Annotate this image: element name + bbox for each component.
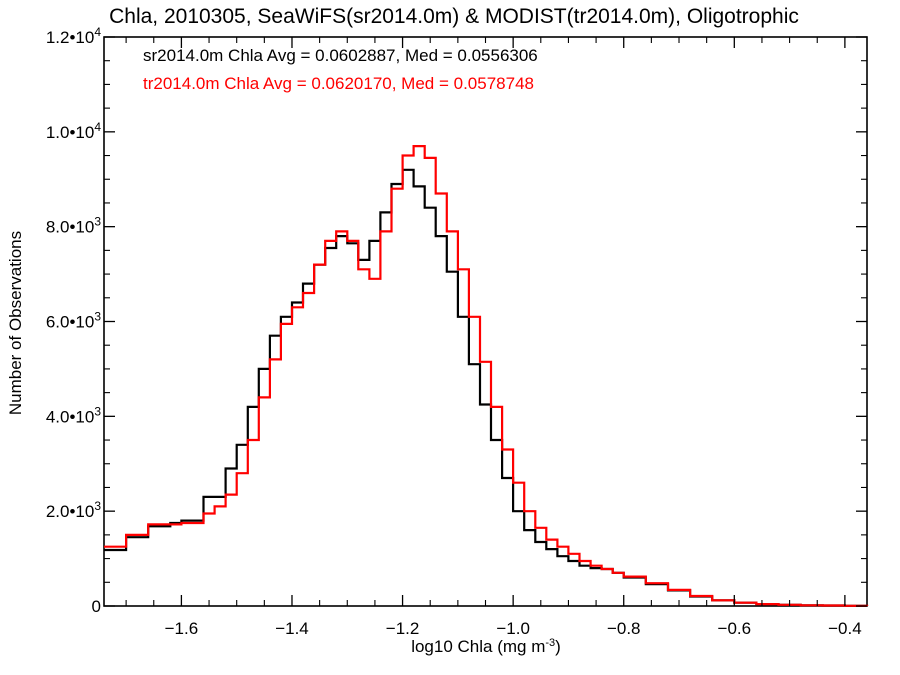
x-tick-label: −1.0 bbox=[496, 619, 530, 638]
y-tick-label: 4.0•103 bbox=[46, 404, 102, 426]
chart-title: Chla, 2010305, SeaWiFS(sr2014.0m) & MODI… bbox=[109, 5, 799, 28]
y-axis-title: Number of Observations bbox=[6, 231, 25, 415]
series-line-2 bbox=[104, 145, 869, 607]
x-axis-title-main: log10 Chla (mg m bbox=[411, 637, 545, 656]
y-tick-label: 1.2•104 bbox=[46, 25, 102, 47]
x-axis-title: log10 Chla (mg m-3) bbox=[411, 637, 561, 656]
x-tick-label: −0.4 bbox=[828, 619, 862, 638]
x-tick-label: −0.6 bbox=[718, 619, 752, 638]
annotation-layer: sr2014.0m Chla Avg = 0.0602887, Med = 0.… bbox=[143, 46, 538, 93]
y-tick-label: 8.0•103 bbox=[46, 215, 102, 237]
x-tick-label: −1.6 bbox=[165, 619, 199, 638]
series-line-1 bbox=[104, 168, 869, 607]
x-tick-label: −1.2 bbox=[386, 619, 420, 638]
ticks-layer: −1.6 −1.4 −1.2 −1.0 −0.8 −0.6 −0.4 0 2.0•103 4.0•… bbox=[46, 25, 867, 638]
stats-annotation-2: tr2014.0m Chla Avg = 0.0620170, Med = 0.… bbox=[143, 74, 534, 93]
series-layer bbox=[104, 145, 869, 607]
x-tick-label: −0.8 bbox=[607, 619, 641, 638]
x-axis-title-end: ) bbox=[555, 637, 561, 656]
y-tick-label: 2.0•103 bbox=[46, 499, 102, 521]
x-axis-title-unit-exponent: -3 bbox=[545, 637, 555, 649]
y-tick-label: 1.0•104 bbox=[46, 120, 102, 142]
y-tick-label: 0 bbox=[92, 597, 101, 616]
plot-frame bbox=[103, 36, 868, 607]
x-tick-label: −1.4 bbox=[275, 619, 309, 638]
stats-annotation-1: sr2014.0m Chla Avg = 0.0602887, Med = 0.… bbox=[143, 46, 538, 65]
y-tick-label: 6.0•103 bbox=[46, 310, 102, 332]
